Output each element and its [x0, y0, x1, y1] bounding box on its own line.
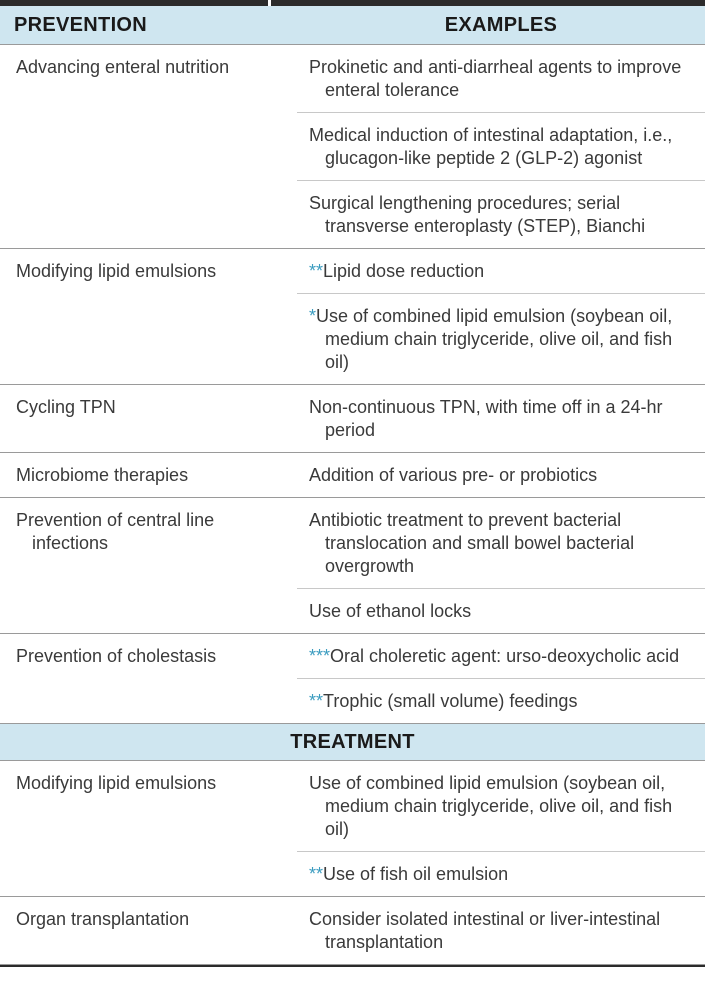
strategy-cell: Modifying lipid emulsions	[0, 760, 297, 897]
strategy-cell: Microbiome therapies	[0, 452, 297, 498]
evidence-stars: **	[309, 864, 324, 884]
table-row: Cycling TPN Non-continuous TPN, with time…	[0, 384, 705, 453]
strategy-cell: Cycling TPN	[0, 384, 297, 453]
evidence-stars: **	[309, 691, 324, 711]
examples-cell: Antibiotic treatment to prevent bacteria…	[297, 497, 705, 634]
example-item: Non-continuous TPN, with time off in a 2…	[297, 385, 705, 452]
table-row: Prevention of cholestasis ***Oral cholere…	[0, 633, 705, 724]
strategy-label: Modifying lipid emulsions	[16, 261, 217, 281]
example-item: *Use of combined lipid emulsion (soybean…	[297, 294, 705, 384]
examples-cell: Consider isolated intestinal or liver-in…	[297, 896, 705, 965]
strategy-label: Advancing enteral nutrition	[16, 57, 230, 77]
examples-cell: Use of combined lipid emulsion (soybean …	[297, 760, 705, 897]
table-row: Advancing enteral nutrition Prokinetic an…	[0, 44, 705, 249]
example-item: **Lipid dose reduction	[297, 249, 705, 294]
example-text: Addition of various pre- or probiotics	[309, 465, 598, 485]
examples-cell: Addition of various pre- or probiotics	[297, 452, 705, 498]
header-row: PREVENTION EXAMPLES	[0, 6, 705, 45]
example-item: Consider isolated intestinal or liver-in…	[297, 897, 705, 964]
evidence-stars: *	[309, 306, 317, 326]
example-item: Prokinetic and anti-diarrheal agents to …	[297, 45, 705, 113]
example-text: Use of combined lipid emulsion (soybean …	[309, 773, 673, 839]
strategy-label: Microbiome therapies	[16, 465, 189, 485]
example-text: Use of fish oil emulsion	[323, 864, 509, 884]
example-text: Lipid dose reduction	[323, 261, 485, 281]
table-row: Modifying lipid emulsions **Lipid dose re…	[0, 248, 705, 385]
example-text: Antibiotic treatment to prevent bacteria…	[309, 510, 635, 576]
example-item: Medical induction of intestinal adaptati…	[297, 113, 705, 181]
evidence-stars: **	[309, 261, 324, 281]
examples-column-header: EXAMPLES	[297, 6, 705, 45]
treatment-section-header: TREATMENT	[0, 723, 705, 761]
example-text: Medical induction of intestinal adaptati…	[309, 125, 673, 168]
example-text: Use of ethanol locks	[309, 601, 472, 621]
example-text: Use of combined lipid emulsion (soybean …	[316, 306, 673, 372]
treatment-header-row: TREATMENT	[0, 723, 705, 761]
top-rule-right	[271, 0, 705, 6]
strategy-label: Organ transplantation	[16, 909, 190, 929]
prevention-column-header: PREVENTION	[0, 6, 297, 45]
examples-cell: Prokinetic and anti-diarrheal agents to …	[297, 44, 705, 249]
strategy-label: Modifying lipid emulsions	[16, 773, 217, 793]
top-rule-left	[0, 0, 268, 6]
strategy-cell: Advancing enteral nutrition	[0, 44, 297, 249]
strategy-cell: Modifying lipid emulsions	[0, 248, 297, 385]
example-item: **Use of fish oil emulsion	[297, 852, 705, 896]
example-text: Trophic (small volume) feedings	[323, 691, 578, 711]
strategy-label: Cycling TPN	[16, 397, 116, 417]
strategy-cell: Prevention of central line infections	[0, 497, 297, 634]
evidence-stars: ***	[309, 646, 331, 666]
table-row: Microbiome therapies Addition of various …	[0, 452, 705, 498]
example-item: **Trophic (small volume) feedings	[297, 679, 705, 723]
strategy-label: Prevention of central line infections	[16, 510, 215, 553]
example-item: Use of ethanol locks	[297, 589, 705, 633]
examples-cell: **Lipid dose reduction *Use of combined l…	[297, 248, 705, 385]
treatment-section: Modifying lipid emulsions Use of combined…	[0, 760, 705, 965]
example-text: Non-continuous TPN, with time off in a 2…	[309, 397, 663, 440]
example-text: Consider isolated intestinal or liver-in…	[309, 909, 661, 952]
strategy-cell: Organ transplantation	[0, 896, 297, 965]
example-item: Addition of various pre- or probiotics	[297, 453, 705, 497]
bottom-rule	[0, 965, 705, 967]
example-item: ***Oral choleretic agent: urso-deoxychol…	[297, 634, 705, 679]
management-table: PREVENTION EXAMPLES Advancing enteral nu…	[0, 6, 705, 965]
top-rule	[0, 0, 705, 6]
example-item: Surgical lengthening procedures; serial …	[297, 181, 705, 248]
table-row: Organ transplantation Consider isolated i…	[0, 896, 705, 965]
example-text: Surgical lengthening procedures; serial …	[309, 193, 646, 236]
strategy-label: Prevention of cholestasis	[16, 646, 217, 666]
example-item: Antibiotic treatment to prevent bacteria…	[297, 498, 705, 589]
table-row: Modifying lipid emulsions Use of combined…	[0, 760, 705, 897]
example-item: Use of combined lipid emulsion (soybean …	[297, 761, 705, 852]
example-text: Oral choleretic agent: urso-deoxycholic …	[330, 646, 680, 666]
examples-cell: Non-continuous TPN, with time off in a 2…	[297, 384, 705, 453]
examples-cell: ***Oral choleretic agent: urso-deoxychol…	[297, 633, 705, 724]
prevention-section: Advancing enteral nutrition Prokinetic an…	[0, 44, 705, 724]
strategy-cell: Prevention of cholestasis	[0, 633, 297, 724]
table-row: Prevention of central line infections Ant…	[0, 497, 705, 634]
example-text: Prokinetic and anti-diarrheal agents to …	[309, 57, 682, 100]
